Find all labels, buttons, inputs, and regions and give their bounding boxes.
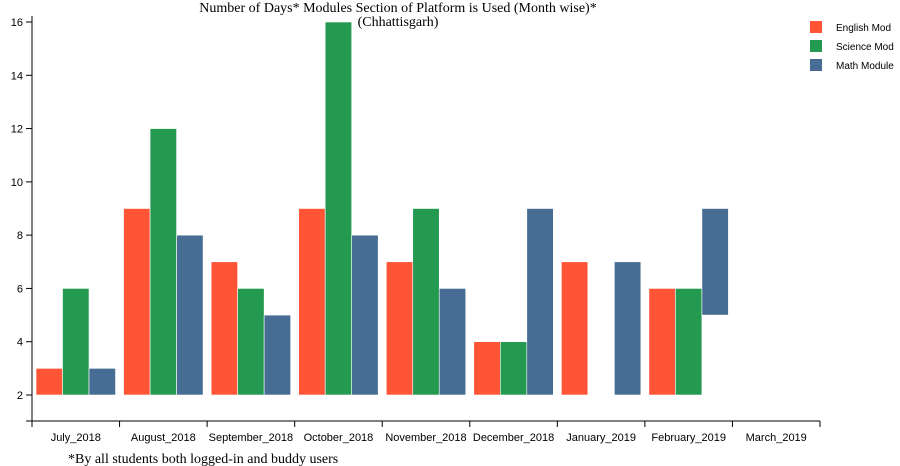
chart-footnote: *By all students both logged-in and budd… bbox=[68, 452, 338, 466]
bar-english[interactable] bbox=[35, 368, 63, 396]
legend-label: Science Mod bbox=[836, 42, 894, 53]
y-tick-label: 8 bbox=[17, 230, 23, 242]
x-tick-label: September_2018 bbox=[209, 432, 293, 444]
bar-science[interactable] bbox=[500, 341, 528, 396]
bar-math[interactable] bbox=[263, 314, 291, 396]
y-axis: 2 4 6 8 10 12 14 16 bbox=[11, 16, 33, 421]
legend-label: Math Module bbox=[836, 61, 894, 72]
x-tick-label: December_2018 bbox=[473, 432, 554, 444]
bar-english[interactable] bbox=[210, 261, 238, 396]
x-tick-label: July_2018 bbox=[51, 432, 101, 444]
bar-math[interactable] bbox=[176, 234, 204, 396]
bar-science[interactable] bbox=[149, 128, 177, 396]
x-tick-label: February_2019 bbox=[651, 432, 726, 444]
bar-math[interactable] bbox=[614, 261, 642, 396]
bar-english[interactable] bbox=[561, 261, 589, 396]
x-tick-label: January_2019 bbox=[566, 432, 636, 444]
bar-science[interactable] bbox=[324, 21, 352, 396]
chart-subtitle: (Chhattisgarh) bbox=[358, 15, 439, 30]
bar-english[interactable] bbox=[385, 261, 414, 396]
x-tick-label: November_2018 bbox=[385, 432, 466, 444]
y-tick-label: 12 bbox=[11, 124, 23, 136]
bar-math[interactable] bbox=[88, 368, 116, 396]
bar-english[interactable] bbox=[123, 208, 151, 396]
bar-science[interactable] bbox=[62, 288, 90, 396]
y-tick-label: 14 bbox=[11, 70, 23, 82]
legend: English Mod Science Mod Math Module bbox=[810, 21, 894, 72]
bar-english[interactable] bbox=[298, 208, 326, 396]
y-tick-label: 6 bbox=[17, 283, 23, 295]
legend-swatch bbox=[810, 21, 822, 33]
legend-label: English Mod bbox=[836, 23, 891, 34]
bar-science[interactable] bbox=[412, 208, 440, 396]
y-tick-label: 16 bbox=[11, 17, 23, 29]
bar-english[interactable] bbox=[648, 288, 676, 396]
bars-group bbox=[35, 21, 729, 396]
chart-title: Number of Days* Modules Section of Platf… bbox=[199, 1, 596, 16]
bar-english[interactable] bbox=[473, 341, 501, 396]
bar-math[interactable] bbox=[526, 208, 554, 396]
bar-math[interactable] bbox=[438, 288, 467, 396]
legend-swatch bbox=[810, 59, 822, 71]
y-tick-label: 4 bbox=[17, 337, 23, 349]
y-tick-label: 2 bbox=[17, 390, 23, 402]
bar-science[interactable] bbox=[237, 288, 265, 396]
bar-math[interactable] bbox=[701, 208, 729, 316]
legend-swatch bbox=[810, 40, 822, 52]
bar-science[interactable] bbox=[675, 288, 703, 396]
x-tick-label: March_2019 bbox=[746, 432, 807, 444]
x-tick-label: October_2018 bbox=[304, 432, 374, 444]
x-axis: July_2018 August_2018 September_2018 Octobe… bbox=[26, 420, 821, 444]
x-tick-label: August_2018 bbox=[131, 432, 196, 444]
y-tick-label: 10 bbox=[11, 177, 23, 189]
bar-math[interactable] bbox=[351, 234, 379, 396]
